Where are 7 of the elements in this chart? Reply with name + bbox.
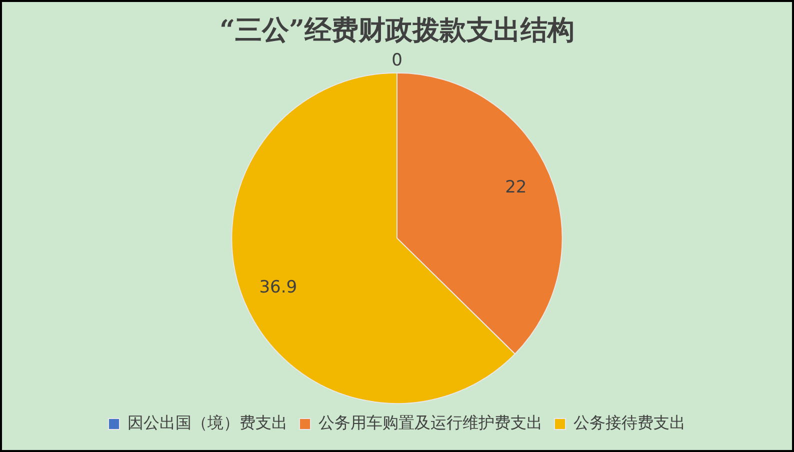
chart-title: “三公”经费财政拨款支出结构 — [219, 15, 575, 46]
legend-label: 公务用车购置及运行维护费支出 — [318, 413, 542, 432]
data-label: 36.9 — [259, 278, 298, 298]
text: 0 — [392, 50, 402, 70]
legend-label: 因公出国（境）费支出 — [128, 413, 288, 432]
legend-label: 公务接待费支出 — [574, 413, 686, 432]
data-label: 22 — [505, 178, 527, 198]
